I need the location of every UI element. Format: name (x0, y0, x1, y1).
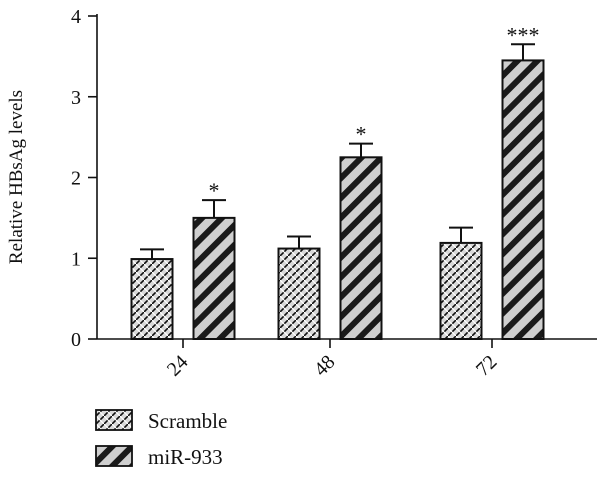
y-tick-label: 4 (71, 6, 81, 28)
legend-swatch-scramble (95, 409, 133, 431)
x-tick-label: 48 (310, 351, 340, 381)
legend-label-mir-933: miR-933 (148, 445, 223, 469)
bar-mir-933 (192, 216, 236, 340)
y-tick-label: 1 (71, 248, 81, 270)
y-tick-label: 0 (71, 329, 81, 351)
bar-mir-933 (501, 59, 545, 340)
bar-scramble (277, 247, 321, 340)
legend-swatch-mir-933 (95, 445, 133, 467)
legend-label-scramble: Scramble (148, 409, 227, 433)
significance-marker: *** (507, 22, 540, 47)
bars-layer: ***** (130, 22, 545, 340)
y-tick-label: 2 (71, 168, 81, 190)
significance-marker: * (209, 178, 220, 203)
bar-scramble (439, 241, 483, 340)
legend: Scramble miR-933 (95, 409, 227, 469)
significance-marker: * (356, 122, 367, 147)
y-tick-label: 3 (71, 87, 81, 109)
bar-scramble (130, 258, 174, 340)
y-axis-label: Relative HBsAg levels (6, 90, 27, 264)
bar-mir-933 (339, 156, 383, 340)
x-tick-label: 24 (163, 351, 193, 381)
x-tick-label: 72 (472, 351, 502, 381)
